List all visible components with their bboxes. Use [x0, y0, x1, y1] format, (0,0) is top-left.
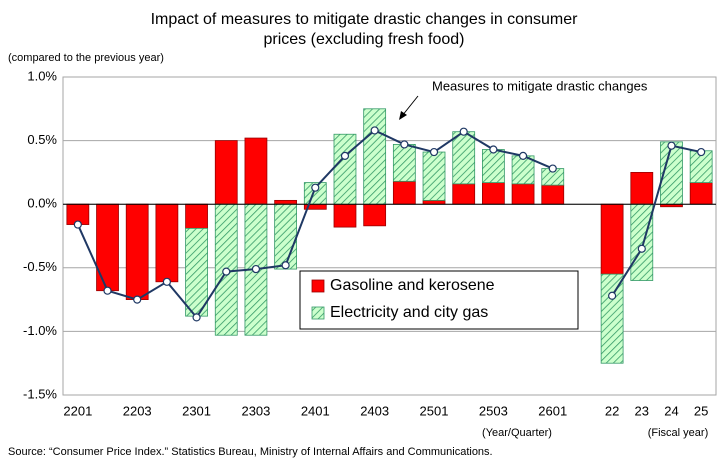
bar — [511, 183, 535, 205]
line-marker — [192, 313, 201, 322]
x-tick-label: 2401 — [301, 403, 330, 418]
legend-label: Gasoline and kerosene — [330, 277, 495, 294]
line-marker — [222, 267, 231, 276]
bar — [689, 182, 713, 205]
bar — [244, 137, 268, 205]
bar — [333, 133, 357, 205]
x-tick-label: 2301 — [182, 403, 211, 418]
line-marker — [429, 147, 439, 157]
x-tick-label: 24 — [664, 403, 678, 418]
bar — [600, 203, 624, 275]
bar — [363, 203, 387, 227]
line-marker — [489, 145, 498, 154]
line-marker — [133, 295, 142, 304]
line-marker — [400, 140, 409, 149]
line-marker — [370, 126, 379, 135]
plot-border — [62, 76, 717, 396]
bar — [96, 203, 119, 292]
x-tick-label: 2201 — [63, 403, 92, 418]
bar — [274, 203, 297, 270]
line-marker — [518, 151, 528, 160]
legend-swatch — [311, 306, 325, 320]
y-tick-label: -1.5% — [23, 386, 57, 401]
x-tick-label: 25 — [694, 403, 708, 418]
line-marker — [637, 244, 646, 253]
bar — [482, 182, 505, 205]
bar — [422, 151, 446, 201]
x-tick-label: 2203 — [123, 403, 152, 418]
bar — [600, 273, 624, 364]
bar — [541, 184, 565, 205]
bar — [125, 203, 149, 300]
x-tick-label: 2601 — [538, 403, 567, 418]
line-marker — [311, 183, 320, 192]
legend-box — [299, 270, 579, 330]
annotation-arrow — [401, 95, 419, 117]
x-group-label: (Year/Quarter) — [482, 427, 552, 439]
legend-label: Electricity and city gas — [330, 304, 488, 321]
x-tick-label: 2403 — [360, 403, 389, 418]
bar — [274, 199, 297, 205]
y-tick-label: -1.0% — [23, 323, 57, 338]
x-tick-label: 2501 — [420, 403, 449, 418]
y-tick-label: 1.0% — [27, 68, 57, 83]
bar — [422, 199, 446, 205]
x-tick-label: 2303 — [241, 403, 270, 418]
bar — [185, 203, 208, 229]
line-marker — [459, 127, 468, 136]
bar — [155, 203, 179, 283]
line-marker — [281, 261, 290, 270]
bar — [185, 227, 208, 317]
chart-title: prices (excluding fresh food) — [264, 31, 465, 48]
annotation: Measures to mitigate drastic changes — [432, 78, 648, 93]
y-tick-label: -0.5% — [23, 259, 57, 274]
chart-title: Impact of measures to mitigate drastic c… — [151, 11, 579, 28]
line-marker — [667, 141, 676, 150]
bar — [333, 203, 357, 228]
line — [611, 144, 702, 297]
bar — [630, 203, 654, 281]
x-group-label: (Fiscal year) — [648, 427, 709, 439]
bar — [363, 108, 387, 205]
line-marker — [608, 291, 617, 300]
y-tick-label: 0.5% — [27, 132, 57, 147]
annotation-arrowhead — [399, 111, 407, 120]
bar — [630, 171, 654, 205]
line-marker — [697, 147, 706, 157]
bar — [392, 180, 416, 205]
line-marker — [251, 264, 261, 274]
bar — [452, 183, 476, 205]
line-marker — [340, 151, 350, 160]
source: Source: “Consumer Price Index.” Statisti… — [8, 446, 493, 458]
x-tick-label: 23 — [635, 403, 649, 418]
legend-swatch — [311, 279, 325, 293]
y-axis-label: (compared to the previous year) — [8, 52, 164, 64]
line-marker — [548, 164, 557, 173]
x-tick-label: 22 — [605, 403, 619, 418]
bar — [482, 149, 505, 183]
x-tick-label: 2503 — [479, 403, 508, 418]
bar — [214, 140, 238, 205]
bar — [452, 131, 476, 185]
y-tick-label: 0.0% — [27, 196, 57, 211]
line-marker — [162, 277, 171, 286]
line-marker — [103, 286, 112, 295]
bar — [392, 144, 416, 182]
line-marker — [73, 220, 82, 229]
